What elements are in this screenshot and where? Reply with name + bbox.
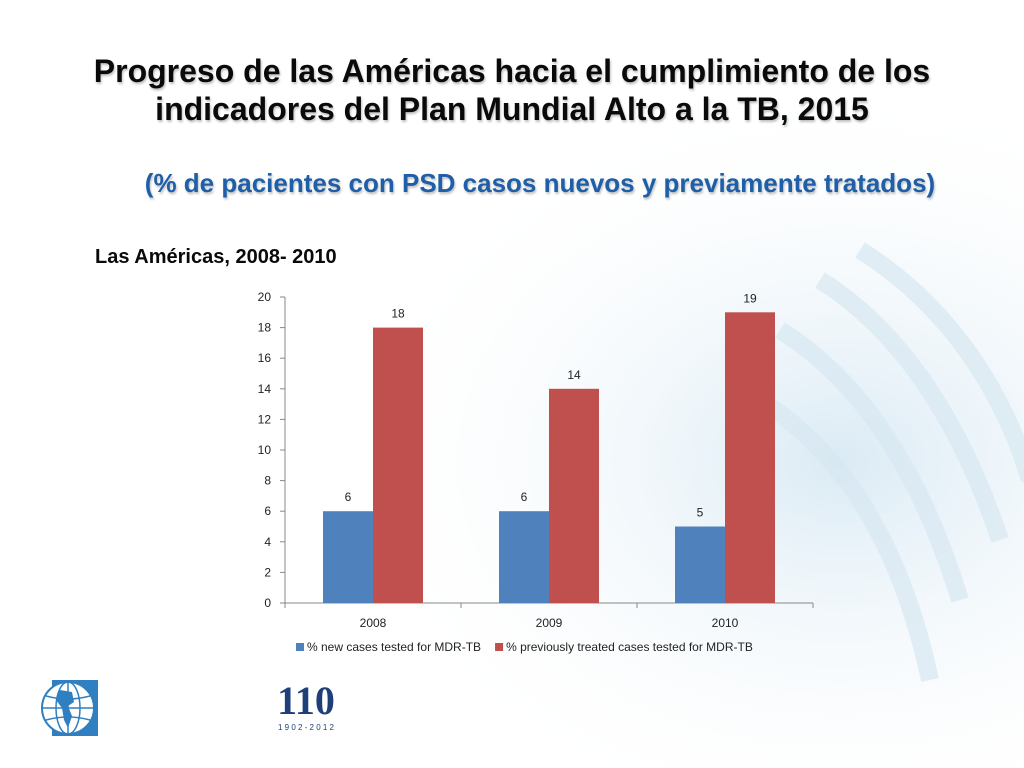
x-tick-label: 2010 — [712, 616, 739, 630]
legend-label: % new cases tested for MDR-TB — [307, 640, 481, 654]
bar-new-cases — [499, 511, 549, 603]
y-tick-label: 16 — [258, 351, 272, 365]
y-tick-label: 4 — [264, 535, 271, 549]
data-label: 6 — [521, 490, 528, 504]
anniversary-110-logo: 110 1 9 0 2 - 2 0 1 2 — [277, 680, 335, 732]
data-label: 14 — [567, 368, 581, 382]
y-tick-label: 20 — [258, 290, 272, 304]
y-tick-label: 8 — [264, 474, 271, 488]
x-tick-label: 2009 — [536, 616, 563, 630]
bar-new-cases — [675, 526, 725, 603]
paho-globe-logo — [41, 680, 98, 736]
data-label: 18 — [391, 307, 405, 321]
y-tick-label: 10 — [258, 443, 272, 457]
y-tick-label: 6 — [264, 504, 271, 518]
y-tick-label: 0 — [264, 596, 271, 610]
y-tick-label: 14 — [258, 382, 272, 396]
x-tick-label: 2008 — [360, 616, 387, 630]
legend-swatch — [296, 643, 304, 651]
legend-swatch — [495, 643, 504, 651]
bar-previously-treated — [373, 327, 423, 603]
data-label: 5 — [697, 506, 704, 520]
data-label: 6 — [345, 490, 352, 504]
slide-subtitle: (% de pacientes con PSD casos nuevos y p… — [144, 168, 936, 198]
y-tick-label: 2 — [264, 565, 271, 579]
legend-label: % previously treated cases tested for MD… — [506, 640, 753, 654]
bar-previously-treated — [725, 312, 775, 603]
y-tick-label: 18 — [258, 321, 272, 335]
logo-110-years: 1 9 0 2 - 2 0 1 2 — [278, 723, 335, 732]
logo-110-number: 110 — [277, 680, 335, 723]
bar-previously-treated — [549, 388, 599, 603]
slide-title: Progreso de las Américas hacia el cumpli… — [93, 53, 931, 127]
bar-new-cases — [323, 511, 373, 603]
data-label: 19 — [743, 291, 757, 305]
y-tick-label: 12 — [258, 412, 272, 426]
region-label: Las Américas, 2008- 2010 — [95, 246, 337, 268]
